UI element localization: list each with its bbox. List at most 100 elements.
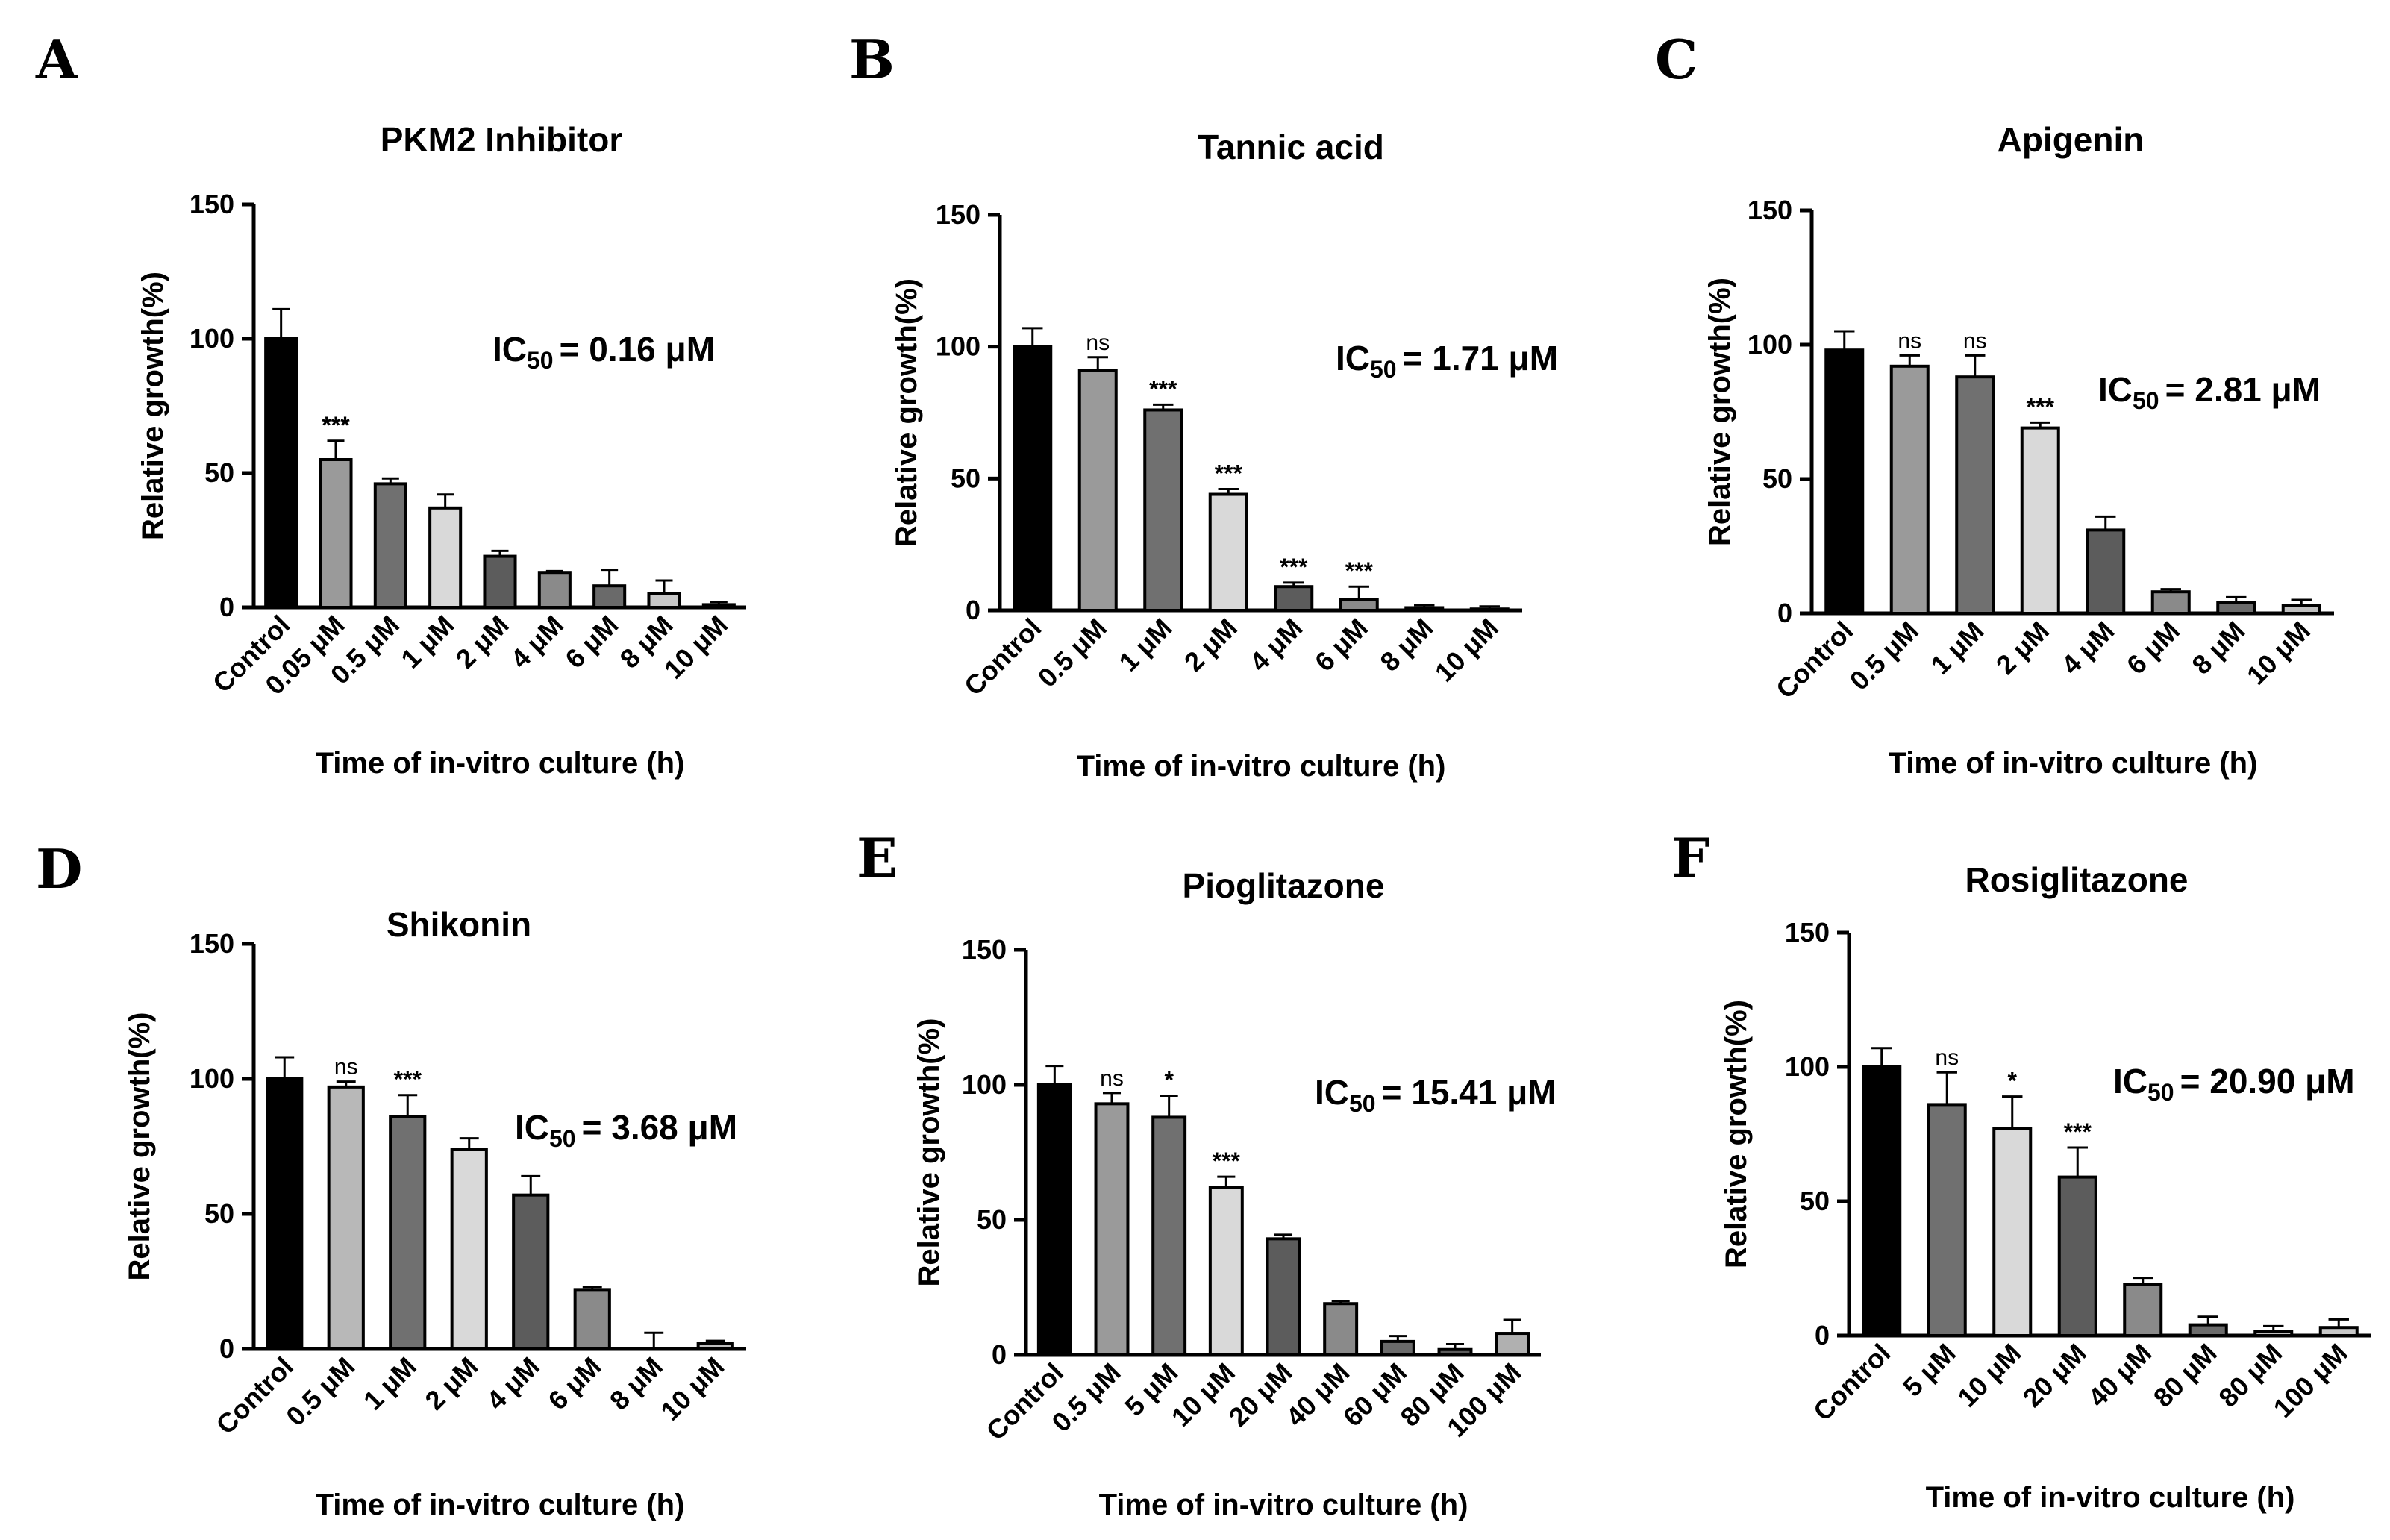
ic50-value: = 3.68 μM <box>582 1108 737 1147</box>
x-tick-label: 2 μM <box>1990 616 2055 680</box>
x-tick-label: 1 μM <box>395 610 460 674</box>
x-tick-label: 4 μM <box>2055 616 2120 680</box>
x-tick-label: 6 μM <box>1309 613 1374 677</box>
bar <box>512 1193 550 1351</box>
significance-label: *** <box>1213 1148 1241 1174</box>
bar <box>701 603 736 610</box>
bar <box>1274 585 1314 613</box>
y-tick-label: 100 <box>1748 329 1792 360</box>
y-tick-label: 0 <box>1815 1320 1830 1350</box>
chart-title: Tannic acid <box>1198 128 1384 166</box>
x-tick-label: 0.5 μM <box>1844 616 1924 696</box>
bar <box>2281 604 2321 616</box>
y-tick-label: 150 <box>190 189 234 219</box>
x-tick-label: 1 μM <box>357 1351 422 1416</box>
y-axis-label: Relative growth(%) <box>123 1012 156 1280</box>
bar <box>389 1115 427 1351</box>
x-tick-label: 4 μM <box>1243 613 1308 677</box>
bar <box>537 571 572 610</box>
bar <box>428 506 463 609</box>
x-tick-label: 6 μM <box>559 610 624 674</box>
chart-panel-e: E Pioglitazone 0 50 100 150 Relative growth(%)… <box>857 826 1557 1521</box>
bar <box>1013 345 1053 612</box>
x-tick-label: 20 μM <box>2017 1338 2092 1413</box>
ic50-subscript: 50 <box>1370 356 1397 383</box>
bar <box>647 592 681 609</box>
x-tick-label: 10 μM <box>1951 1338 2027 1413</box>
bar <box>592 584 627 610</box>
bar <box>2188 1323 2228 1337</box>
bar <box>2318 1326 2359 1337</box>
x-tick-label: Control <box>980 1357 1069 1446</box>
x-tick-label: 4 μM <box>481 1351 545 1416</box>
ic50-annotation: IC50 = 15.41 μM <box>1315 1073 1557 1117</box>
bar <box>1992 1127 2033 1338</box>
significance-label: *** <box>1215 460 1243 486</box>
ic50-subscript: 50 <box>2147 1079 2174 1106</box>
x-tick-label: 60 μM <box>1337 1357 1413 1433</box>
ic50-prefix: IC <box>1315 1073 1349 1112</box>
x-tick-label: 2 μM <box>419 1351 484 1416</box>
x-axis-label: Time of in-vitro culture (h) <box>1926 1481 2295 1514</box>
bar <box>1437 1348 1473 1357</box>
bar <box>1036 1083 1072 1356</box>
x-axis-label: Time of in-vitro culture (h) <box>1889 747 2258 780</box>
bar <box>1404 606 1445 613</box>
significance-label: *** <box>2027 393 2055 420</box>
bar <box>1380 1339 1415 1357</box>
chart-title: Shikonin <box>387 905 531 944</box>
x-tick-label: 4 μM <box>504 610 569 674</box>
bar <box>1208 492 1248 612</box>
x-tick-label: Control <box>1770 616 1859 704</box>
y-axis-label: Relative growth(%) <box>137 272 169 540</box>
significance-label: ns <box>1935 1045 1959 1070</box>
x-tick-label: 2 μM <box>1178 613 1243 677</box>
chart-panel-f: F Rosiglitazone 0 50 100 150 Relative growth(%… <box>1671 826 2371 1514</box>
bar <box>450 1148 488 1350</box>
ic50-prefix: IC <box>515 1108 549 1147</box>
y-tick-label: 150 <box>190 928 234 959</box>
y-tick-label: 0 <box>219 1333 234 1364</box>
significance-label: *** <box>1345 557 1374 584</box>
y-tick-label: 50 <box>951 463 980 493</box>
significance-label: ns <box>334 1055 358 1080</box>
y-tick-label: 150 <box>936 199 980 230</box>
bar <box>1889 364 1930 615</box>
chart-title: PKM2 Inhibitor <box>381 120 623 159</box>
bar <box>373 482 407 610</box>
chart-panel-c: C Apigenin 0 50 100 150 Relative growth(%) Cont… <box>1655 28 2334 780</box>
bar <box>1323 1302 1359 1356</box>
y-tick-label: 50 <box>204 457 234 488</box>
ic50-subscript: 50 <box>1349 1090 1376 1117</box>
bar <box>1143 408 1183 612</box>
x-axis-label: Time of in-vitro culture (h) <box>316 747 685 780</box>
panel-letter: B <box>849 28 895 91</box>
ic50-value: = 15.41 μM <box>1382 1073 1557 1112</box>
significance-label: ns <box>1100 1066 1124 1091</box>
bar <box>1927 1103 1967 1338</box>
bar <box>696 1342 734 1351</box>
bar <box>319 458 353 609</box>
y-tick-label: 0 <box>219 592 234 622</box>
chart-panel-b: B Tannic acid 0 50 100 150 Relative growth(%) C… <box>849 28 1558 783</box>
x-tick-label: 0.5 μM <box>1032 613 1113 693</box>
significance-label: * <box>1164 1066 1174 1093</box>
y-tick-label: 50 <box>1800 1186 1830 1216</box>
y-tick-label: 100 <box>190 1063 234 1094</box>
y-tick-label: 150 <box>962 934 1007 965</box>
ic50-value: = 20.90 μM <box>2180 1062 2355 1101</box>
x-tick-label: 6 μM <box>2121 616 2186 680</box>
bar <box>2086 528 2126 616</box>
bar <box>2150 590 2191 616</box>
ic50-prefix: IC <box>2113 1062 2147 1101</box>
x-tick-label: 10 μM <box>1166 1357 1241 1433</box>
y-tick-label: 50 <box>204 1198 234 1229</box>
x-tick-label: Control <box>1807 1338 1896 1427</box>
ic50-subscript: 50 <box>527 347 554 374</box>
panel-letter: D <box>36 837 82 901</box>
bar <box>1495 1332 1530 1357</box>
ic50-annotation: IC50 = 1.71 μM <box>1336 339 1558 383</box>
ic50-annotation: IC50 = 3.68 μM <box>515 1108 737 1152</box>
chart-panel-d: D Shikonin 0 50 100 150 Relative growth(%) Cont… <box>36 837 746 1521</box>
y-axis-label: Relative growth(%) <box>1720 1000 1753 1268</box>
